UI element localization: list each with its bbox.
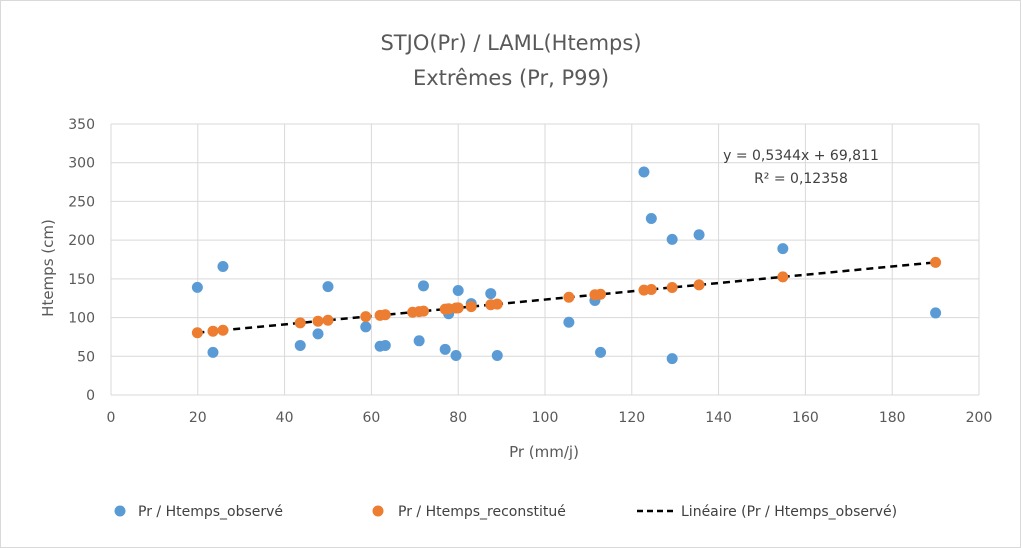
- point-observed: [563, 316, 575, 328]
- point-reconstructed: [465, 301, 477, 313]
- point-observed: [491, 350, 503, 362]
- point-reconstructed: [563, 291, 575, 303]
- x-tick-label: 180: [879, 410, 906, 426]
- series-observed: [191, 166, 942, 365]
- series-reconstructed: [191, 256, 942, 339]
- point-observed: [666, 353, 678, 365]
- point-reconstructed: [379, 309, 391, 321]
- legend-item-observed: Pr / Htemps_observé: [114, 504, 283, 520]
- point-observed: [322, 281, 334, 293]
- point-reconstructed: [312, 315, 324, 327]
- x-tick-label: 120: [618, 410, 645, 426]
- point-observed: [638, 166, 650, 178]
- x-tick-label: 140: [705, 410, 732, 426]
- point-observed: [417, 280, 429, 292]
- point-observed: [312, 328, 324, 340]
- point-reconstructed: [322, 314, 334, 326]
- y-tick-label: 100: [68, 311, 95, 327]
- y-tick-label: 350: [68, 117, 95, 133]
- point-reconstructed: [693, 279, 705, 291]
- legend-marker-observed: [114, 505, 126, 517]
- y-tick-label: 150: [68, 272, 95, 288]
- point-observed: [693, 229, 705, 241]
- x-tick-label: 20: [189, 410, 207, 426]
- x-axis-label: Pr (mm/j): [509, 443, 579, 461]
- point-reconstructed: [207, 325, 219, 337]
- gridlines: [110, 123, 980, 396]
- point-observed: [294, 339, 306, 351]
- point-observed: [595, 346, 607, 358]
- x-tick-label: 100: [532, 410, 559, 426]
- point-reconstructed: [930, 256, 942, 268]
- point-reconstructed: [595, 288, 607, 300]
- point-observed: [777, 243, 789, 255]
- trendline-equation: y = 0,5344x + 69,811: [723, 148, 879, 164]
- x-tick-label: 200: [966, 410, 993, 426]
- point-reconstructed: [417, 305, 429, 317]
- y-tick-label: 300: [68, 156, 95, 172]
- y-tick-label: 50: [77, 349, 95, 365]
- point-reconstructed: [491, 298, 503, 310]
- y-tick-label: 0: [86, 388, 95, 404]
- point-reconstructed: [777, 271, 789, 283]
- point-reconstructed: [360, 311, 372, 323]
- x-tick-label: 0: [107, 410, 116, 426]
- legend-label-reconstructed: Pr / Htemps_reconstitué: [398, 504, 566, 520]
- legend-label-trendline: Linéaire (Pr / Htemps_observé): [681, 504, 897, 520]
- data-points: [191, 166, 942, 365]
- point-observed: [485, 288, 497, 300]
- x-tick-label: 40: [276, 410, 294, 426]
- y-axis-label: Htemps (cm): [39, 219, 57, 317]
- point-observed: [645, 212, 657, 224]
- trendline-r2: R² = 0,12358: [754, 171, 848, 187]
- point-reconstructed: [452, 302, 464, 314]
- point-reconstructed: [294, 317, 306, 329]
- y-tick-label: 250: [68, 194, 95, 210]
- point-observed: [930, 307, 942, 319]
- x-tick-label: 80: [449, 410, 467, 426]
- tick-labels: 0 50 100 150 200 250 300 350 0 20 40 60 80 100 120 140 1…: [68, 117, 992, 426]
- point-reconstructed: [217, 324, 229, 336]
- point-observed: [450, 350, 462, 362]
- legend-label-observed: Pr / Htemps_observé: [138, 504, 283, 520]
- point-observed: [413, 335, 425, 347]
- point-observed: [379, 339, 391, 351]
- y-tick-label: 200: [68, 233, 95, 249]
- point-observed: [207, 346, 219, 358]
- point-observed: [439, 343, 451, 355]
- point-observed: [360, 321, 372, 333]
- point-reconstructed: [666, 281, 678, 293]
- x-tick-label: 60: [362, 410, 380, 426]
- legend: Pr / Htemps_observé Pr / Htemps_reconsti…: [114, 504, 897, 520]
- point-observed: [666, 233, 678, 245]
- point-observed: [191, 281, 203, 293]
- legend-item-trendline: Linéaire (Pr / Htemps_observé): [637, 504, 897, 520]
- legend-marker-reconstructed: [372, 505, 384, 517]
- point-reconstructed: [645, 283, 657, 295]
- legend-item-reconstructed: Pr / Htemps_reconstitué: [372, 504, 566, 520]
- chart-subtitle: Extrêmes (Pr, P99): [413, 66, 609, 90]
- chart-title: STJO(Pr) / LAML(Htemps): [380, 31, 641, 55]
- x-tick-label: 160: [792, 410, 819, 426]
- point-observed: [217, 260, 229, 272]
- point-reconstructed: [191, 327, 203, 339]
- point-observed: [452, 284, 464, 296]
